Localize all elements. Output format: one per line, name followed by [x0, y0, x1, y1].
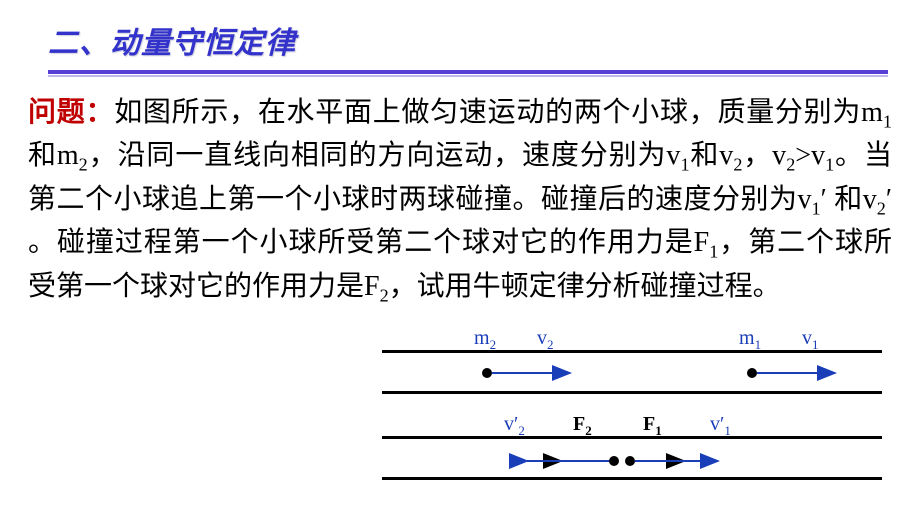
problem-text: 问题：如图所示，在水平面上做匀速运动的两个小球，质量分别为m1和m2，沿同一直线…	[0, 77, 920, 308]
label-v2p: v′2	[504, 413, 525, 436]
label-F1: F1	[643, 413, 662, 436]
ball-m1	[747, 368, 757, 378]
track-after: v′2 F2 F1 v′1	[382, 436, 882, 480]
label-m2: m2	[474, 327, 496, 350]
label-v2: v2	[537, 327, 554, 350]
ball-left-after	[609, 456, 619, 466]
ball-right-after	[625, 456, 635, 466]
track-before: m2 v2 m1 v1	[382, 350, 882, 394]
collision-diagram: m2 v2 m1 v1	[382, 350, 882, 490]
question-label: 问题：	[28, 97, 114, 128]
ball-m2	[482, 368, 492, 378]
label-m1: m1	[739, 327, 761, 350]
title-underline	[48, 70, 888, 77]
section-title: 二、动量守恒定律	[48, 27, 296, 60]
label-v1p: v′1	[710, 413, 731, 436]
label-v1: v1	[802, 327, 819, 350]
label-F2: F2	[573, 413, 592, 436]
